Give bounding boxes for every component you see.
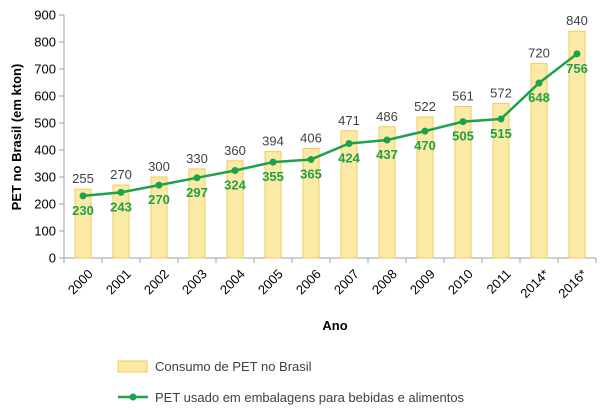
bar-value-label: 360 bbox=[224, 143, 246, 158]
line-value-label: 355 bbox=[262, 169, 284, 184]
y-tick-label: 600 bbox=[34, 89, 56, 104]
bar bbox=[492, 103, 510, 259]
x-tick-label: 2007 bbox=[331, 266, 362, 297]
bar-value-label: 330 bbox=[186, 151, 208, 166]
line-value-label: 470 bbox=[414, 138, 436, 153]
line-value-label: 756 bbox=[566, 61, 588, 76]
y-tick-label: 300 bbox=[34, 170, 56, 185]
line-path bbox=[82, 52, 578, 198]
bar bbox=[226, 160, 244, 259]
bar-value-label: 561 bbox=[452, 89, 474, 104]
y-tick-label: 100 bbox=[34, 224, 56, 239]
y-tick-label: 700 bbox=[34, 62, 56, 77]
bar-value-label: 255 bbox=[72, 171, 94, 186]
line-value-label: 243 bbox=[110, 199, 132, 214]
x-tick-label: 2000 bbox=[65, 266, 96, 297]
bar bbox=[378, 126, 396, 259]
line-value-label: 297 bbox=[186, 185, 208, 200]
bars bbox=[74, 30, 586, 259]
x-axis-title: Ano bbox=[322, 318, 347, 333]
line-series bbox=[79, 50, 581, 200]
x-tick-label: 2010 bbox=[445, 266, 476, 297]
line-point bbox=[421, 127, 429, 135]
bar bbox=[530, 63, 548, 259]
bar bbox=[150, 176, 168, 259]
line-point bbox=[155, 181, 163, 189]
bar-value-label: 270 bbox=[110, 167, 132, 182]
x-tick-label: 2014* bbox=[517, 266, 552, 301]
line-value-label: 424 bbox=[338, 151, 360, 166]
line-value-label: 515 bbox=[490, 126, 512, 141]
line-value-label: 648 bbox=[528, 90, 550, 105]
x-tick-label: 2008 bbox=[369, 266, 400, 297]
bar-value-label: 406 bbox=[300, 130, 322, 145]
bar-value-label: 486 bbox=[376, 109, 398, 124]
bar bbox=[416, 116, 434, 259]
legend-bar-label: Consumo de PET no Brasil bbox=[155, 359, 312, 374]
x-tick-label: 2009 bbox=[407, 266, 438, 297]
x-tick-label: 2004 bbox=[217, 266, 248, 297]
x-tick-label: 2001 bbox=[103, 266, 134, 297]
x-tick-label: 2011 bbox=[484, 266, 514, 296]
data-labels: 255 270 300 330 360 394 406 471 486 522 561 572 720 8… bbox=[72, 13, 588, 218]
line-value-label: 437 bbox=[376, 147, 398, 162]
legend-line-marker bbox=[129, 393, 137, 401]
bar-value-label: 840 bbox=[566, 13, 588, 28]
legend: Consumo de PET no Brasil PET usado em em… bbox=[117, 359, 465, 405]
x-tick-label: 2005 bbox=[255, 266, 286, 297]
line-point bbox=[535, 79, 543, 87]
bar-value-label: 572 bbox=[490, 86, 512, 101]
line-point bbox=[383, 136, 391, 144]
bar-value-label: 394 bbox=[262, 134, 284, 149]
legend-bar-swatch bbox=[117, 360, 148, 373]
line-value-label: 230 bbox=[72, 203, 94, 218]
bar bbox=[112, 184, 130, 259]
line-point bbox=[307, 155, 315, 163]
line-point bbox=[269, 158, 277, 166]
x-tick-label: 2002 bbox=[141, 266, 172, 297]
line-point bbox=[345, 140, 353, 148]
line-value-label: 505 bbox=[452, 129, 474, 144]
bar bbox=[74, 188, 92, 259]
y-axis-title: PET no Brasil (em kton) bbox=[9, 64, 24, 211]
line-point bbox=[573, 50, 581, 58]
y-tick-label: 200 bbox=[34, 197, 56, 212]
bar-value-label: 300 bbox=[148, 159, 170, 174]
y-tick-label: 900 bbox=[34, 8, 56, 23]
x-tick-label: 2006 bbox=[293, 266, 324, 297]
line-point bbox=[459, 118, 467, 126]
bar bbox=[568, 30, 586, 259]
bar bbox=[340, 130, 358, 259]
line-point bbox=[193, 174, 201, 182]
x-tick-label: 2016* bbox=[555, 266, 590, 301]
line-value-label: 365 bbox=[300, 166, 322, 181]
bar-value-label: 522 bbox=[414, 99, 436, 114]
bar bbox=[264, 151, 282, 259]
bar-value-label: 471 bbox=[338, 113, 360, 128]
y-tick-label: 800 bbox=[34, 35, 56, 50]
line-point bbox=[79, 192, 87, 200]
line-value-label: 270 bbox=[148, 192, 170, 207]
y-tick-label: 400 bbox=[34, 143, 56, 158]
legend-line-label: PET usado em embalagens para bebidas e a… bbox=[155, 390, 465, 405]
y-tick-label: 0 bbox=[49, 251, 56, 266]
line-value-label: 324 bbox=[224, 178, 246, 193]
line-point bbox=[497, 115, 505, 123]
bar bbox=[188, 168, 206, 259]
line-point bbox=[231, 167, 239, 175]
line-point bbox=[117, 188, 125, 196]
x-tick-label: 2003 bbox=[179, 266, 210, 297]
y-tick-label: 500 bbox=[34, 116, 56, 131]
bar bbox=[302, 147, 320, 259]
bar bbox=[454, 106, 472, 259]
bar-value-label: 720 bbox=[528, 46, 550, 61]
